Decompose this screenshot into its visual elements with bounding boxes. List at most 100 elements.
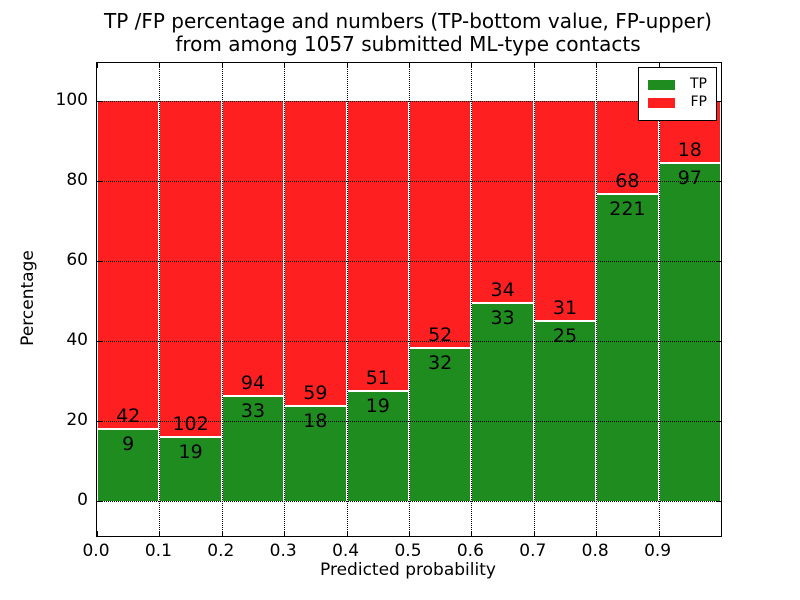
fp-count-label: 94 — [240, 372, 266, 395]
x-tick-label: 0.3 — [269, 541, 297, 561]
tp-count-label: 18 — [303, 410, 328, 433]
x-tick-bottom — [284, 531, 286, 536]
x-gridline — [159, 63, 161, 536]
fp-bar-segment — [410, 101, 471, 349]
y-tick-right — [716, 421, 721, 422]
tp-count-label: 32 — [428, 351, 453, 374]
tp-count-label: 9 — [122, 433, 135, 456]
x-tick-top — [284, 63, 286, 68]
x-tick-bottom — [596, 531, 598, 536]
fp-count-label: 42 — [116, 405, 141, 428]
y-tick-label: 0 — [77, 490, 88, 510]
y-tick-left — [97, 341, 102, 342]
x-tick-bottom — [471, 531, 473, 536]
legend-item-tp: TP — [648, 77, 707, 92]
x-tick-label: 0.0 — [82, 541, 110, 561]
tp-bar-segment — [160, 438, 221, 501]
y-tick-label: 60 — [66, 250, 88, 270]
y-tick-left — [97, 181, 102, 182]
tp-bar-segment — [597, 195, 658, 501]
y-tick-left — [97, 501, 102, 502]
tp-count-label: 97 — [677, 166, 702, 189]
tp-legend-label: TP — [690, 76, 707, 92]
fp-bar-segment — [472, 101, 533, 304]
y-tick-label: 80 — [66, 170, 88, 190]
fp-count-label: 68 — [615, 170, 640, 193]
x-tick-top — [97, 63, 98, 68]
x-tick-label: 0.9 — [644, 541, 672, 561]
tp-bar-segment — [659, 163, 720, 501]
x-gridline — [471, 63, 473, 536]
x-tick-top — [221, 63, 223, 68]
x-gridline — [409, 63, 410, 536]
x-gridline — [284, 63, 286, 536]
fp-count-label: 59 — [303, 382, 328, 405]
y-tick-right — [716, 181, 721, 182]
x-tick-bottom — [97, 531, 98, 536]
x-tick-top — [658, 63, 660, 68]
plot-area: TP FP 42 9 102 19 94 33 59 18 51 19 52 32 34 33 31 25 68… — [96, 62, 722, 537]
x-gridline — [346, 63, 348, 536]
x-tick-bottom — [221, 531, 223, 536]
tp-legend-swatch — [648, 79, 675, 90]
y-tick-label: 40 — [66, 330, 88, 350]
fp-legend-label: FP — [690, 94, 708, 110]
y-tick-label: 20 — [66, 410, 88, 430]
fp-count-label: 34 — [490, 278, 515, 301]
fp-count-label: 51 — [365, 367, 390, 390]
fp-bar-segment — [160, 101, 221, 439]
fp-count-label: 18 — [677, 138, 702, 161]
y-tick-right — [716, 101, 721, 102]
y-tick-right — [716, 261, 721, 262]
x-tick-top — [596, 63, 598, 68]
x-tick-bottom — [409, 531, 410, 536]
fp-count-label: 31 — [552, 297, 578, 320]
x-tick-bottom — [346, 531, 348, 536]
tp-bar-segment — [534, 322, 596, 501]
y-axis-label: Percentage — [18, 250, 38, 346]
fp-bar-segment — [347, 101, 408, 393]
fp-bar-segment — [534, 101, 596, 323]
y-tick-left — [97, 101, 102, 102]
chart-title-line-2: from among 1057 submitted ML-type contac… — [175, 32, 641, 56]
tp-count-label: 19 — [178, 441, 203, 464]
chart-title-line-1: TP /FP percentage and numbers (TP-bottom… — [104, 9, 712, 33]
tp-bar-segment — [347, 392, 408, 501]
x-tick-label: 0.7 — [519, 541, 547, 561]
tp-bar-segment — [472, 303, 533, 501]
fp-bar-segment — [285, 101, 346, 408]
y-tick-left — [97, 421, 102, 422]
x-gridline — [658, 63, 660, 536]
y-tick-right — [716, 501, 721, 502]
fp-count-label: 52 — [428, 323, 453, 346]
x-gridline — [221, 63, 223, 536]
x-tick-label: 0.2 — [207, 541, 235, 561]
x-tick-label: 0.4 — [332, 541, 360, 561]
x-tick-top — [409, 63, 410, 68]
x-tick-top — [471, 63, 473, 68]
x-tick-top — [159, 63, 161, 68]
tp-count-label: 221 — [609, 198, 646, 221]
x-tick-bottom — [658, 531, 660, 536]
x-tick-label: 0.8 — [581, 541, 609, 561]
legend-item-fp: FP — [648, 95, 707, 110]
x-tick-label: 0.5 — [394, 541, 422, 561]
x-tick-label: 0.6 — [456, 541, 484, 561]
tp-bar-segment — [285, 407, 346, 501]
tp-count-label: 33 — [240, 400, 266, 423]
y-tick-label: 100 — [55, 90, 88, 110]
tp-bar-segment — [410, 348, 471, 501]
fp-legend-swatch — [648, 97, 675, 108]
tp-count-label: 25 — [552, 325, 578, 348]
fp-bar-segment — [98, 101, 159, 431]
x-tick-top — [533, 63, 535, 68]
y-tick-left — [97, 261, 102, 262]
chart-title: TP /FP percentage and numbers (TP-bottom… — [96, 10, 720, 56]
tp-count-label: 19 — [365, 395, 390, 418]
tp-bar-segment — [98, 430, 159, 501]
x-tick-bottom — [533, 531, 535, 536]
x-axis-label: Predicted probability — [320, 560, 496, 580]
fp-bar-segment — [222, 101, 284, 398]
fp-count-label: 102 — [172, 413, 209, 436]
